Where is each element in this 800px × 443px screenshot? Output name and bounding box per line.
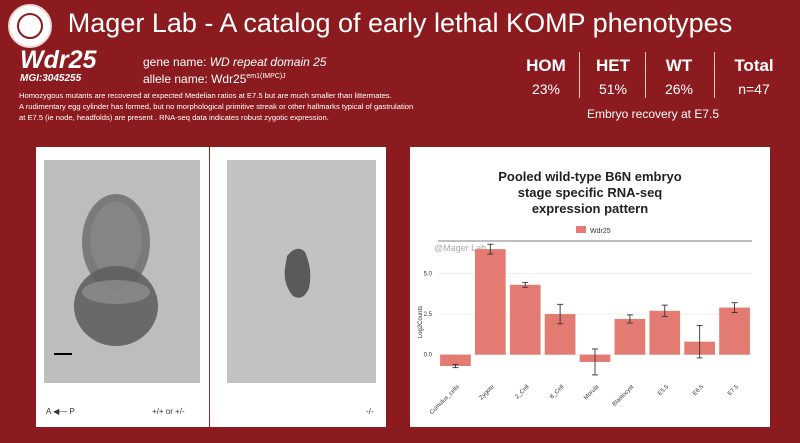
allele-name-row: allele name: Wdr25em1(IMPC)J <box>143 72 286 86</box>
wt-percent: 26% <box>664 81 694 97</box>
x-tick-label: 8_Cell <box>549 384 565 400</box>
description-line: at E7.5 (ie node, headfolds) are present… <box>19 113 329 122</box>
column-divider <box>579 52 580 98</box>
x-tick-label: 2_Cell <box>514 384 530 400</box>
total-header: Total <box>734 56 774 75</box>
rna-seq-chart-panel: Pooled wild-type B6N embryo stage specif… <box>410 147 770 427</box>
arrow-left-icon: ◀— <box>53 407 68 416</box>
mut-genotype-label: -/- <box>366 407 374 416</box>
x-tick-label: Zygote <box>479 384 497 402</box>
total-count: n=47 <box>738 81 770 97</box>
chart-title-line: stage specific RNA-seq <box>518 185 663 200</box>
wt-header: WT <box>665 56 693 75</box>
gene-symbol: Wdr25 <box>20 46 97 74</box>
phenotype-description: Homozygous mutants are recovered at expe… <box>19 90 519 123</box>
allele-name-label: allele name: <box>143 72 208 86</box>
allele-superscript: em1(IMPC)J <box>246 73 286 80</box>
chart-title-line: Pooled wild-type B6N embryo <box>498 169 682 184</box>
gene-name-label: gene name: <box>143 55 207 69</box>
watermark: @Mager Lab <box>434 243 486 253</box>
mutant-embryo-image <box>227 160 376 383</box>
hom-percent: 23% <box>531 81 561 97</box>
bar-blastocyst <box>614 318 646 355</box>
bar-zygote <box>474 249 506 355</box>
x-tick-label: E7.5 <box>727 384 740 397</box>
x-tick-label: Morula <box>583 384 601 402</box>
hom-header: HOM <box>526 56 566 75</box>
bar-2-cell <box>509 284 541 355</box>
y-tick-label: 5.0 <box>424 271 433 277</box>
column-divider <box>714 52 715 98</box>
y-axis-label: Log2Counts <box>418 306 424 338</box>
x-tick-label: Blastocyst <box>612 384 636 408</box>
description-line: Homozygous mutants are recovered at expe… <box>19 91 392 100</box>
bar-e7-5 <box>719 307 750 355</box>
x-tick-label: Cumulus_cells <box>429 384 461 416</box>
allele-name-value: Wdr25 <box>211 72 247 86</box>
x-tick-label: E6.5 <box>692 384 705 397</box>
bar-e5-5 <box>649 310 681 355</box>
bar-cumulus-cells <box>440 354 471 367</box>
mgi-id: MGI:3045255 <box>20 73 82 84</box>
page-title: Mager Lab - A catalog of early lethal KO… <box>67 8 733 38</box>
recovery-caption: Embryo recovery at E7.5 <box>586 107 720 121</box>
het-percent: 51% <box>598 81 628 97</box>
column-divider <box>645 52 646 98</box>
description-line: A rudimentary egg cylinder has formed, b… <box>19 102 414 111</box>
wt-genotype-label: +/+ or +/- <box>152 407 185 416</box>
x-tick-label: E5.5 <box>657 384 670 397</box>
gene-name-value: WD repeat domain 25 <box>209 55 327 69</box>
gene-name-row: gene name: WD repeat domain 25 <box>143 55 326 69</box>
rna-seq-chart: Pooled wild-type B6N embryo stage specif… <box>418 169 752 416</box>
legend-swatch <box>576 226 586 233</box>
legend-label: Wdr25 <box>590 228 611 235</box>
het-header: HET <box>596 56 630 75</box>
university-seal-logo <box>8 4 52 48</box>
chart-title-line: expression pattern <box>532 201 648 216</box>
axis-orientation: A ◀— P <box>46 407 75 416</box>
image-divider <box>209 147 210 427</box>
wildtype-embryo-image <box>44 160 200 383</box>
y-tick-label: 0.0 <box>424 353 433 359</box>
y-tick-label: 2.5 <box>424 312 433 318</box>
